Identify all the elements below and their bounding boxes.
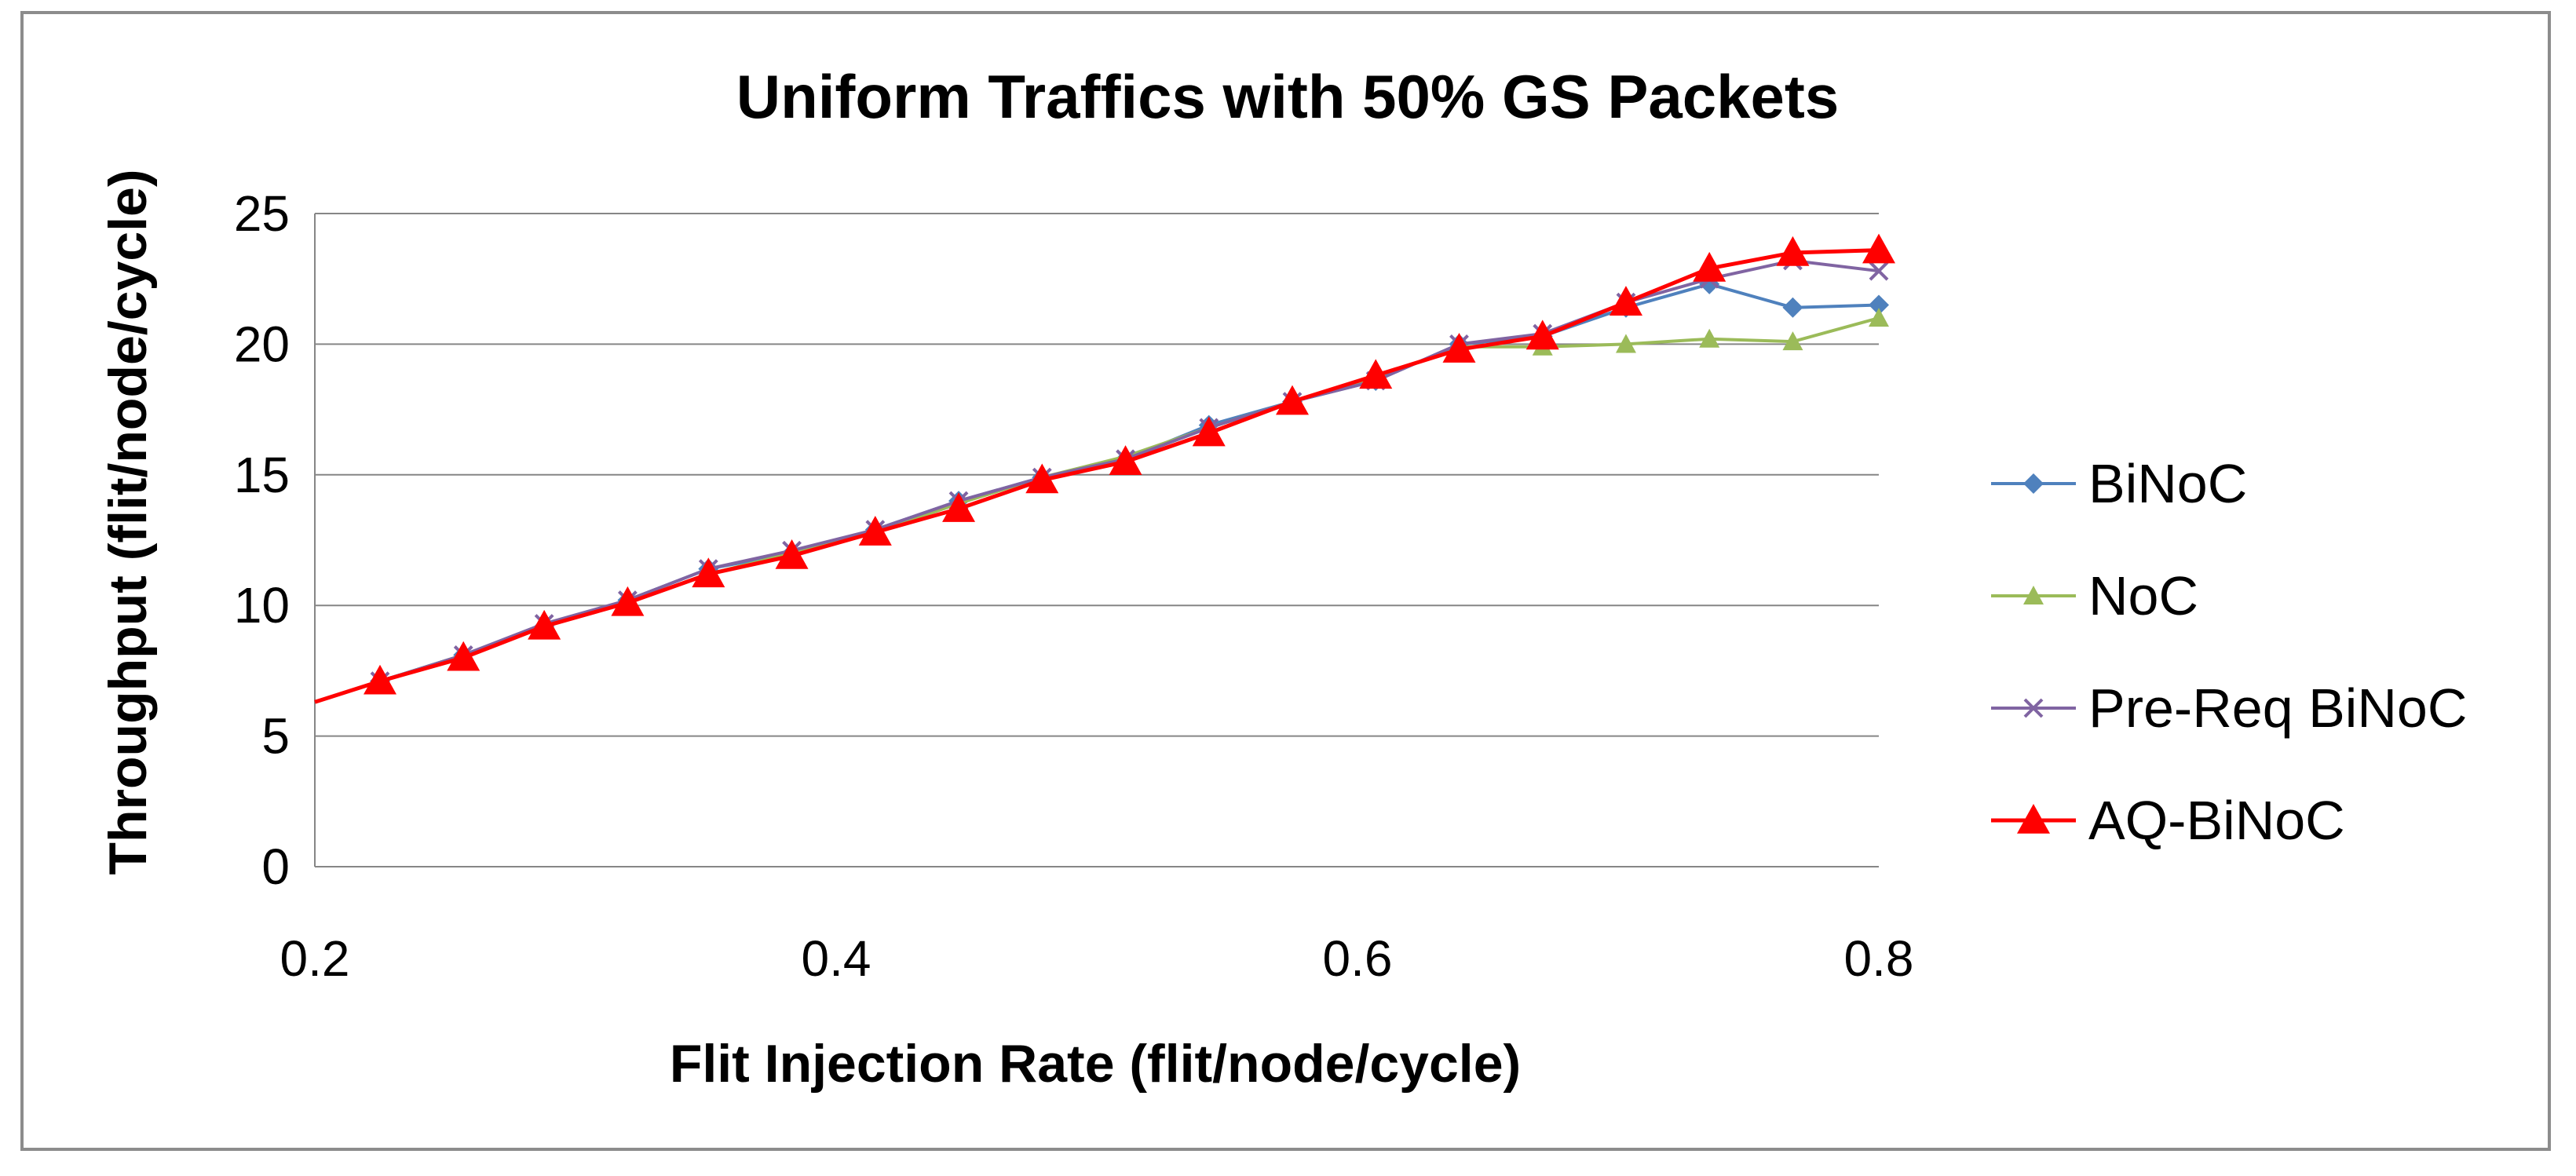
y-tick-label: 25 xyxy=(234,185,290,242)
series-line xyxy=(314,248,1880,704)
series-noc xyxy=(314,308,1889,704)
data-point xyxy=(1359,359,1393,389)
data-point xyxy=(775,539,809,569)
chart-title: Uniform Traffics with 50% GS Packets xyxy=(736,62,1839,131)
data-point xyxy=(1609,286,1642,316)
grid-lines xyxy=(315,213,1879,737)
data-point xyxy=(1869,308,1889,327)
x-axis-title: Flit Injection Rate (flit/node/cycle) xyxy=(670,1034,1521,1094)
data-point xyxy=(942,492,976,522)
data-point xyxy=(447,641,480,671)
data-point xyxy=(611,586,645,616)
data-point xyxy=(1782,331,1803,351)
legend-item: NoC xyxy=(1991,565,2198,626)
legend-item: Pre-Req BiNoC xyxy=(1991,677,2467,739)
legend-marker xyxy=(2017,804,2050,834)
legend-item: AQ-BiNoC xyxy=(1991,790,2345,851)
data-point xyxy=(528,609,561,640)
data-point xyxy=(1776,236,1810,266)
y-tick-label: 5 xyxy=(261,708,290,765)
legend-item: BiNoC xyxy=(1991,453,2247,514)
x-tick-label: 0.4 xyxy=(802,930,871,987)
data-point xyxy=(1869,294,1889,316)
data-point xyxy=(1276,385,1309,415)
legend-label: BiNoC xyxy=(2088,453,2247,514)
legend: BiNoC NoC Pre-Req BiNoC AQ-BiNoC xyxy=(1991,453,2467,851)
data-point xyxy=(1869,261,1889,281)
y-tick-labels: 0 5 10 15 20 25 xyxy=(234,185,290,895)
y-tick-label: 15 xyxy=(234,447,290,503)
data-point xyxy=(1782,297,1803,318)
chart-frame xyxy=(20,11,2551,1151)
legend-label: AQ-BiNoC xyxy=(2088,790,2345,851)
legend-label: NoC xyxy=(2088,565,2198,626)
series-aq-binoc xyxy=(314,233,1895,704)
data-point xyxy=(1615,334,1636,353)
data-point xyxy=(1699,328,1720,348)
data-point xyxy=(1192,416,1226,447)
data-point xyxy=(1025,463,1059,494)
data-point xyxy=(364,664,396,695)
axes xyxy=(314,214,1879,867)
x-tick-label: 0.8 xyxy=(1844,930,1914,987)
legend-marker xyxy=(2023,586,2044,605)
data-point xyxy=(1693,251,1726,282)
y-axis-title: Throughput (flit/node/cycle) xyxy=(98,169,158,875)
x-tick-label: 0.2 xyxy=(280,930,350,987)
data-point xyxy=(1526,320,1559,350)
legend-label: Pre-Req BiNoC xyxy=(2088,677,2467,739)
data-point xyxy=(1442,333,1476,363)
legend-marker xyxy=(2023,473,2044,494)
data-point xyxy=(692,557,725,588)
series-line xyxy=(314,316,1880,704)
series-group xyxy=(314,233,1895,704)
x-tick-label: 0.6 xyxy=(1323,930,1393,987)
y-tick-label: 20 xyxy=(234,316,290,372)
y-tick-label: 10 xyxy=(234,577,290,634)
data-point xyxy=(1862,233,1895,264)
x-tick-labels: 0.2 0.4 0.6 0.8 xyxy=(280,930,1914,987)
legend-marker xyxy=(2023,698,2044,718)
data-point xyxy=(1109,445,1142,475)
y-tick-label: 0 xyxy=(261,838,290,895)
data-point xyxy=(858,516,892,546)
